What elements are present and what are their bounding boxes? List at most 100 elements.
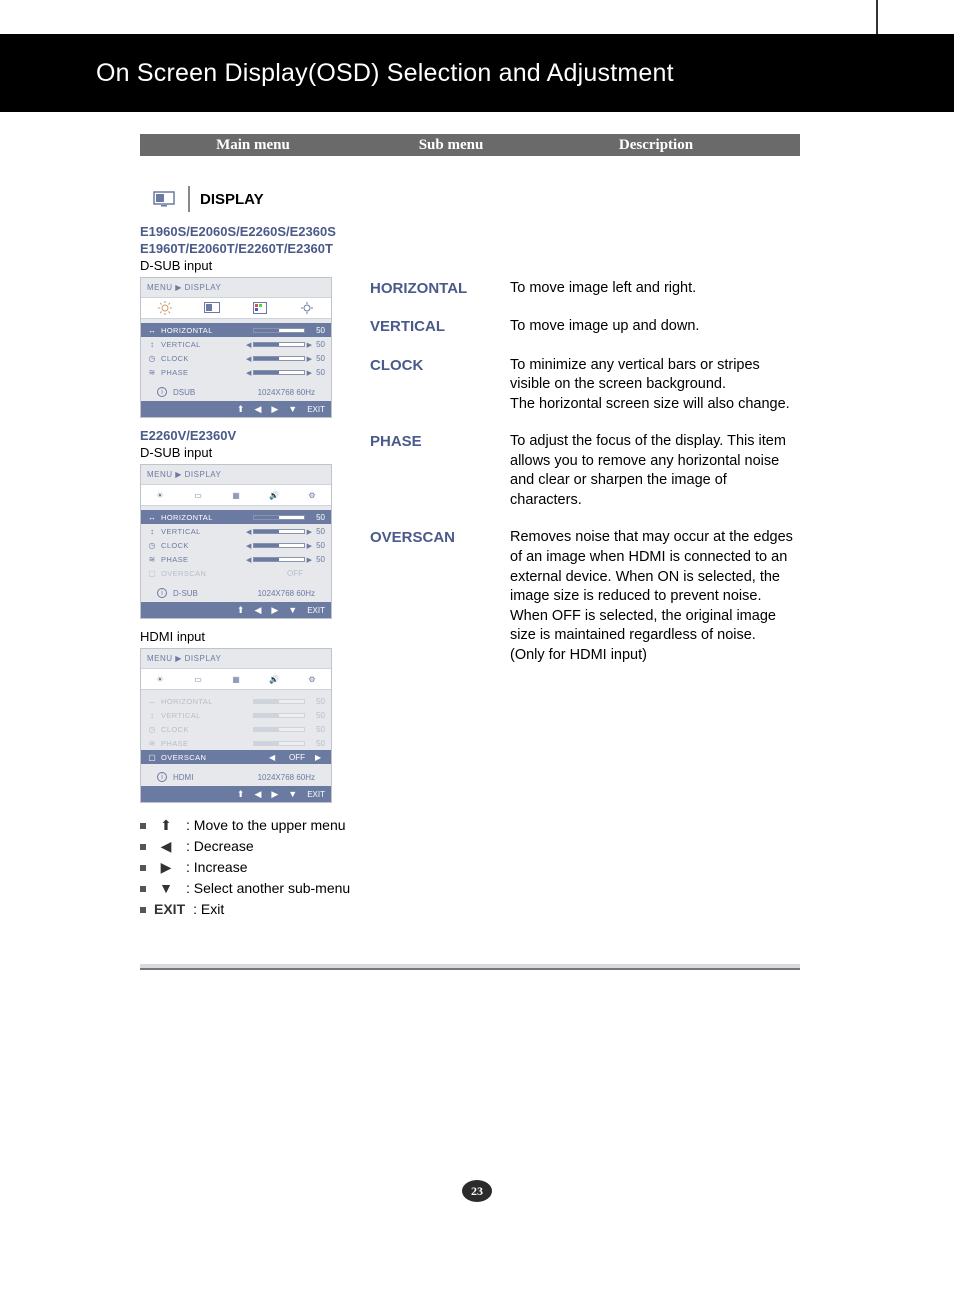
down-icon: ▼ <box>288 404 297 414</box>
legend-right: ▶: Increase <box>140 857 360 878</box>
left-arrow-icon: ◀ <box>154 836 178 857</box>
osd-breadcrumb: MENU ▶ DISPLAY <box>141 649 331 668</box>
content-area: Main menu Sub menu Description DISPLAY E… <box>140 134 800 920</box>
input-line-1: D-SUB input <box>140 258 360 273</box>
settings-tab-icon: ⚙ <box>302 671 322 687</box>
osd-row-horizontal: ↔ HORIZONTAL ◀▶ 50 <box>141 323 331 337</box>
osd-panel-2: MENU ▶ DISPLAY ☀ ▭ ▦ 🔊 ⚙ ↔HORIZONTAL◀▶50… <box>140 464 332 619</box>
def-text: To move image left and right. <box>510 279 800 299</box>
input-line-2: D-SUB input <box>140 445 360 460</box>
color-tab-icon: ▦ <box>226 671 246 687</box>
osd-breadcrumb: MENU ▶ DISPLAY <box>141 465 331 484</box>
osd-tabs: ☀ ▭ ▦ 🔊 ⚙ <box>141 484 331 506</box>
osd-info: iHDMI1024X768 60Hz <box>141 768 331 786</box>
column-header-bar: Main menu Sub menu Description <box>140 134 800 156</box>
osd-row-label: HORIZONTAL <box>161 513 249 522</box>
osd-rows: ↔HORIZONTAL50 ↕VERTICAL50 ◷CLOCK50 ≋PHAS… <box>141 690 331 768</box>
osd-footer: ⬆◀▶▼EXIT <box>141 786 331 802</box>
osd-row-clock: ◷ CLOCK ◀▶ 50 <box>141 351 331 365</box>
info-icon: i <box>157 387 167 397</box>
osd-row-horizontal: ↔HORIZONTAL50 <box>141 694 331 708</box>
osd-resolution: 1024X768 60Hz <box>258 388 315 397</box>
def-text: To move image up and down. <box>510 317 800 337</box>
osd-value: OFF <box>283 753 311 762</box>
osd-tabs: ☀ ▭ ▦ 🔊 ⚙ <box>141 668 331 690</box>
osd-source: DSUB <box>173 388 195 397</box>
model-line-2: E1960T/E2060T/E2260T/E2360T <box>140 241 360 256</box>
osd-info: i DSUB 1024X768 60Hz <box>141 383 331 401</box>
osd-row-phase: ≋PHASE50 <box>141 736 331 750</box>
right-icon: ▶ <box>271 404 278 415</box>
osd-row-label: VERTICAL <box>161 527 249 536</box>
def-overscan: OVERSCAN Removes noise that may occur at… <box>370 528 800 665</box>
osd-rows: ↔HORIZONTAL◀▶50 ↕VERTICAL◀▶50 ◷CLOCK◀▶50… <box>141 506 331 584</box>
osd-row-label: VERTICAL <box>161 711 249 720</box>
legend-text: : Move to the upper menu <box>186 815 346 836</box>
osd-row-label: PHASE <box>161 739 249 748</box>
up-arrow-icon: ⬆ <box>154 815 178 836</box>
osd-row-phase: ≋ PHASE ◀▶ 50 <box>141 365 331 379</box>
def-text: Removes noise that may occur at the edge… <box>510 528 800 665</box>
page-title: On Screen Display(OSD) Selection and Adj… <box>96 59 674 88</box>
exit-label: EXIT <box>154 899 185 920</box>
legend-left: ◀ : Decrease <box>140 836 360 857</box>
def-vertical: VERTICAL To move image up and down. <box>370 317 800 337</box>
exit-label: EXIT <box>307 606 325 615</box>
osd-resolution: 1024X768 60Hz <box>258 773 315 782</box>
up-icon: ⬆ <box>237 404 245 415</box>
display-icon <box>150 186 190 212</box>
model-line-3: E2260V/E2360V <box>140 428 360 443</box>
osd-breadcrumb: MENU ▶ DISPLAY <box>141 278 331 297</box>
osd-row-label: PHASE <box>161 368 249 377</box>
osd-value: OFF <box>281 569 309 578</box>
exit-label: EXIT <box>307 790 325 799</box>
legend-text: : Decrease <box>186 836 254 857</box>
settings-tab-icon <box>297 300 317 316</box>
osd-row-label: VERTICAL <box>161 340 249 349</box>
osd-row-vertical: ↕VERTICAL◀▶50 <box>141 524 331 538</box>
osd-panel-1: MENU ▶ DISPLAY ↔ HORIZONTAL ◀▶ 50 ↕ VERT… <box>140 277 332 418</box>
display-section-header: DISPLAY <box>150 186 800 212</box>
color-tab-icon: ▦ <box>226 487 246 503</box>
osd-value: 50 <box>309 711 325 720</box>
osd-row-vertical: ↕VERTICAL50 <box>141 708 331 722</box>
page-number: 23 <box>471 1184 483 1199</box>
vert-icon: ↕ <box>147 339 157 349</box>
color-tab-icon <box>250 300 270 316</box>
brightness-icon <box>155 300 175 316</box>
osd-source: D-SUB <box>173 589 198 598</box>
osd-row-horizontal: ↔HORIZONTAL◀▶50 <box>141 510 331 524</box>
osd-row-label: PHASE <box>161 555 249 564</box>
brightness-icon: ☀ <box>150 671 170 687</box>
legend-exit: EXIT: Exit <box>140 899 360 920</box>
horiz-icon: ↔ <box>147 325 157 335</box>
def-label: OVERSCAN <box>370 528 510 665</box>
def-text: To adjust the focus of the display. This… <box>510 432 800 510</box>
left-icon: ◀ <box>254 404 261 415</box>
audio-tab-icon: 🔊 <box>264 671 284 687</box>
display-label: DISPLAY <box>200 191 264 208</box>
display-tab-icon: ▭ <box>188 671 208 687</box>
def-label: HORIZONTAL <box>370 279 510 299</box>
exit-label: EXIT <box>307 405 325 414</box>
definitions-area: HORIZONTAL To move image left and right.… <box>370 279 800 683</box>
left-column: E1960S/E2060S/E2260S/E2360S E1960T/E2060… <box>140 224 360 920</box>
osd-footer: ⬆◀▶▼EXIT <box>141 602 331 618</box>
osd-value: 50 <box>309 697 325 706</box>
osd-row-overscan: ▢OVERSCANOFF <box>141 566 331 580</box>
model-line-1: E1960S/E2060S/E2260S/E2360S <box>140 224 360 239</box>
osd-panel-3: MENU ▶ DISPLAY ☀ ▭ ▦ 🔊 ⚙ ↔HORIZONTAL50 ↕… <box>140 648 332 803</box>
osd-row-label: CLOCK <box>161 725 249 734</box>
osd-info: iD-SUB1024X768 60Hz <box>141 584 331 602</box>
right-arrow-icon: ▶ <box>154 857 178 878</box>
settings-tab-icon: ⚙ <box>302 487 322 503</box>
col-sub-menu: Sub menu <box>366 137 536 154</box>
osd-row-overscan: ▢OVERSCAN◀OFF▶ <box>141 750 331 764</box>
osd-row-label: HORIZONTAL <box>161 697 249 706</box>
osd-rows: ↔ HORIZONTAL ◀▶ 50 ↕ VERTICAL ◀▶ 50 ◷ CL… <box>141 319 331 383</box>
col-description: Description <box>536 137 776 154</box>
input-line-3: HDMI input <box>140 629 360 644</box>
display-tab-icon <box>202 300 222 316</box>
def-clock: CLOCK To minimize any vertical bars or s… <box>370 356 800 415</box>
osd-row-label: OVERSCAN <box>161 569 253 578</box>
